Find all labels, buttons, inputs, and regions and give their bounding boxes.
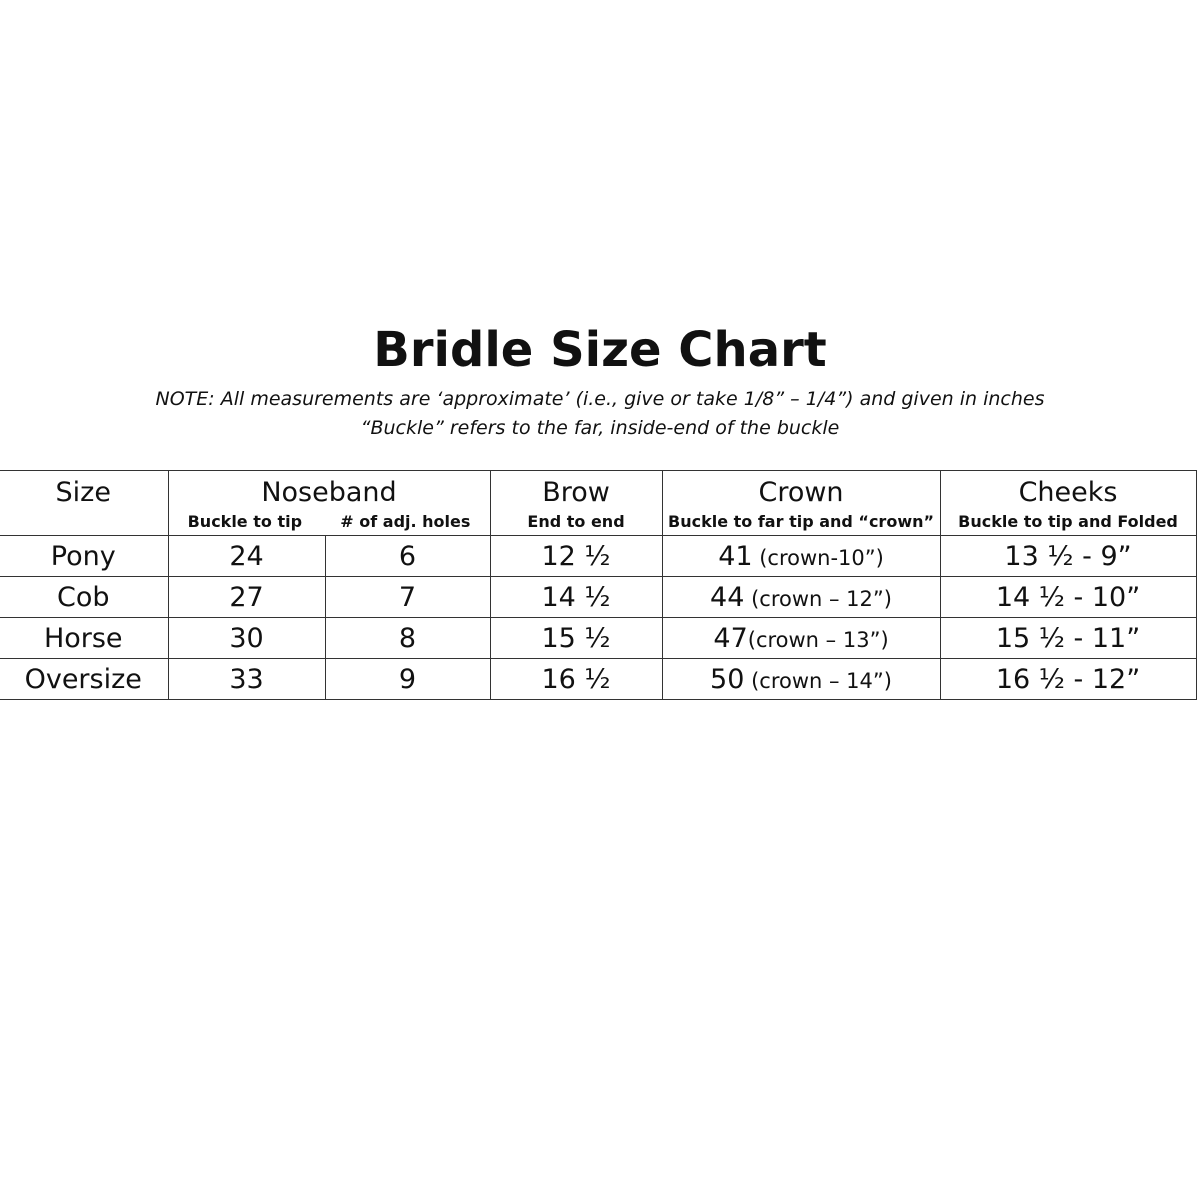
header-crown: Crown Buckle to far tip and “crown” xyxy=(661,470,941,536)
cell-holes: 7 xyxy=(324,576,491,618)
cell-buckle-to-tip: 27 xyxy=(167,576,326,618)
cell-cheeks: 13 ½ - 9” xyxy=(939,535,1197,577)
cell-buckle-to-tip: 30 xyxy=(167,617,326,659)
cell-brow: 16 ½ xyxy=(489,658,663,700)
cell-size: Cob xyxy=(0,576,169,618)
header-cheeks: Cheeks Buckle to tip and Folded xyxy=(939,470,1197,536)
cell-size: Oversize xyxy=(0,658,169,700)
note-line-2: “Buckle” refers to the far, inside-end o… xyxy=(360,417,840,439)
cell-size: Pony xyxy=(0,535,169,577)
cell-crown: 44 (crown – 12”) xyxy=(661,576,941,618)
cell-cheeks: 15 ½ - 11” xyxy=(939,617,1197,659)
cell-size: Horse xyxy=(0,617,169,659)
header-brow: Brow End to end xyxy=(489,470,663,536)
note-line-1: NOTE: All measurements are ‘approximate’… xyxy=(155,388,1045,410)
page-title: Bridle Size Chart xyxy=(373,322,827,378)
cell-cheeks: 16 ½ - 12” xyxy=(939,658,1197,700)
cell-buckle-to-tip: 33 xyxy=(167,658,326,700)
cell-brow: 14 ½ xyxy=(489,576,663,618)
cell-cheeks: 14 ½ - 10” xyxy=(939,576,1197,618)
cell-crown: 41 (crown-10”) xyxy=(661,535,941,577)
header-row: Size Noseband Buckle to tip # of adj. hol… xyxy=(0,470,1197,536)
cell-holes: 8 xyxy=(324,617,491,659)
cell-crown: 50 (crown – 14”) xyxy=(661,658,941,700)
noseband-sub-holes: # of adj. holes xyxy=(340,512,471,531)
cell-brow: 15 ½ xyxy=(489,617,663,659)
table-row: Cob 27 7 14 ½ 44 (crown – 12”) 14 ½ - 10… xyxy=(0,576,1197,618)
size-table: Size Noseband Buckle to tip # of adj. hol… xyxy=(0,470,1197,700)
cell-buckle-to-tip: 24 xyxy=(167,535,326,577)
noseband-sub-buckle: Buckle to tip xyxy=(187,512,303,531)
table-row: Oversize 33 9 16 ½ 50 (crown – 14”) 16 ½… xyxy=(0,658,1197,700)
table-row: Pony 24 6 12 ½ 41 (crown-10”) 13 ½ - 9” xyxy=(0,535,1197,577)
table-row: Horse 30 8 15 ½ 47(crown – 13”) 15 ½ - 1… xyxy=(0,617,1197,659)
cell-brow: 12 ½ xyxy=(489,535,663,577)
cell-crown: 47(crown – 13”) xyxy=(661,617,941,659)
cell-holes: 9 xyxy=(324,658,491,700)
header-noseband: Noseband Buckle to tip # of adj. holes xyxy=(167,470,491,536)
cell-holes: 6 xyxy=(324,535,491,577)
header-size: Size xyxy=(0,470,169,536)
